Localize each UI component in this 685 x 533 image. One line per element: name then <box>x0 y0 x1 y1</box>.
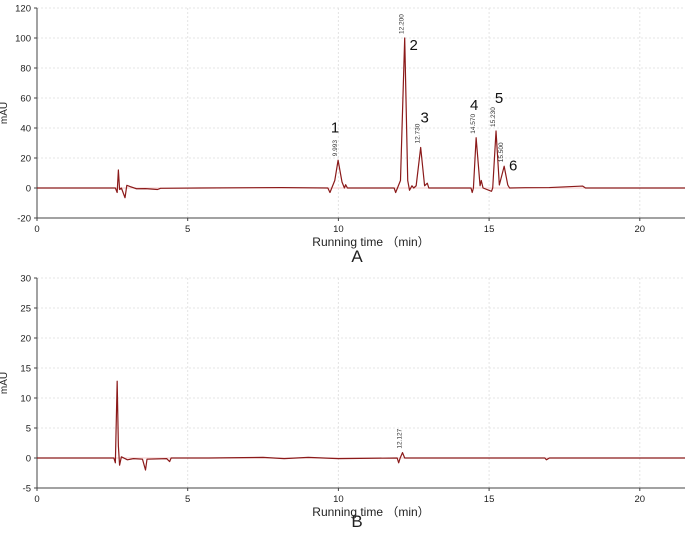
panel-a-y-tick-label: 20 <box>20 154 31 165</box>
panel-a-y-tick-label: 40 <box>20 124 31 135</box>
panel-a-peak-number: 3 <box>421 110 429 127</box>
panel-a-y-tick-label: 100 <box>15 34 31 45</box>
panel-a-y-axis-label: mAU <box>0 102 10 124</box>
panel-b-y-tick-label: 0 <box>26 454 31 465</box>
panel-a-peak-number: 5 <box>495 90 503 107</box>
panel-a-x-tick-label: 0 <box>34 224 39 235</box>
panel-b-y-tick-label: -5 <box>23 484 31 495</box>
panel-a-peak-number: 2 <box>410 37 418 54</box>
panel-b-y-tick-label: 15 <box>20 364 31 375</box>
panel-a-peak-rt-label: 12.730 <box>415 123 422 143</box>
panel-a-peak-rt-label: 14.570 <box>470 113 477 133</box>
panel-b-panel-label: B <box>351 512 362 531</box>
panel-b-y-tick-label: 30 <box>20 274 31 285</box>
panel-b-y-axis-label: mAU <box>0 372 10 394</box>
panel-a-plot-area <box>37 8 685 218</box>
panel-a-peak-number: 4 <box>470 97 478 114</box>
panel-b-plot-area <box>37 278 685 488</box>
panel-a-peak-number: 1 <box>331 119 339 136</box>
panel-b-x-tick-label: 0 <box>34 494 39 505</box>
panel-a-x-tick-label: 20 <box>635 224 646 235</box>
panel-b-x-tick-label: 20 <box>635 494 646 505</box>
panel-a-peak-rt-label: 9.993 <box>332 140 339 157</box>
panel-b-trace-line <box>37 380 685 471</box>
panel-b-y-tick-label: 25 <box>20 304 31 315</box>
panel-a-y-tick-label: 120 <box>15 4 31 15</box>
panel-a-y-tick-label: 0 <box>26 184 31 195</box>
panel-b-y-tick-label: 20 <box>20 334 31 345</box>
panel-b-x-tick-label: 5 <box>185 494 190 505</box>
panel-a-panel-label: A <box>351 247 363 266</box>
panel-a-y-tick-label: -20 <box>17 214 31 225</box>
panel-a-x-tick-label: 5 <box>185 224 190 235</box>
panel-b-x-tick-label: 10 <box>333 494 344 505</box>
panel-a-x-tick-label: 10 <box>333 224 344 235</box>
panel-a-peak-rt-label: 15.230 <box>490 107 497 127</box>
panel-a-trace-line <box>37 37 685 199</box>
panel-a-x-axis-label: Running time （min） <box>312 235 429 249</box>
panel-a-peak-rt-label: 15.500 <box>498 142 505 162</box>
panel-b-x-axis-label: Running time （min） <box>312 505 429 519</box>
panel-a-y-tick-label: 60 <box>20 94 31 105</box>
panel-a-peak-rt-label: 12.200 <box>399 14 406 34</box>
panel-b-y-tick-label: 10 <box>20 394 31 405</box>
panel-a-peak-number: 6 <box>509 157 517 174</box>
panel-a-y-tick-label: 80 <box>20 64 31 75</box>
panel-b-peak-rt-label: 12.127 <box>397 428 404 448</box>
panel-b-x-tick-label: 15 <box>484 494 495 505</box>
panel-b-y-tick-label: 5 <box>26 424 31 435</box>
panel-a-x-tick-label: 15 <box>484 224 495 235</box>
